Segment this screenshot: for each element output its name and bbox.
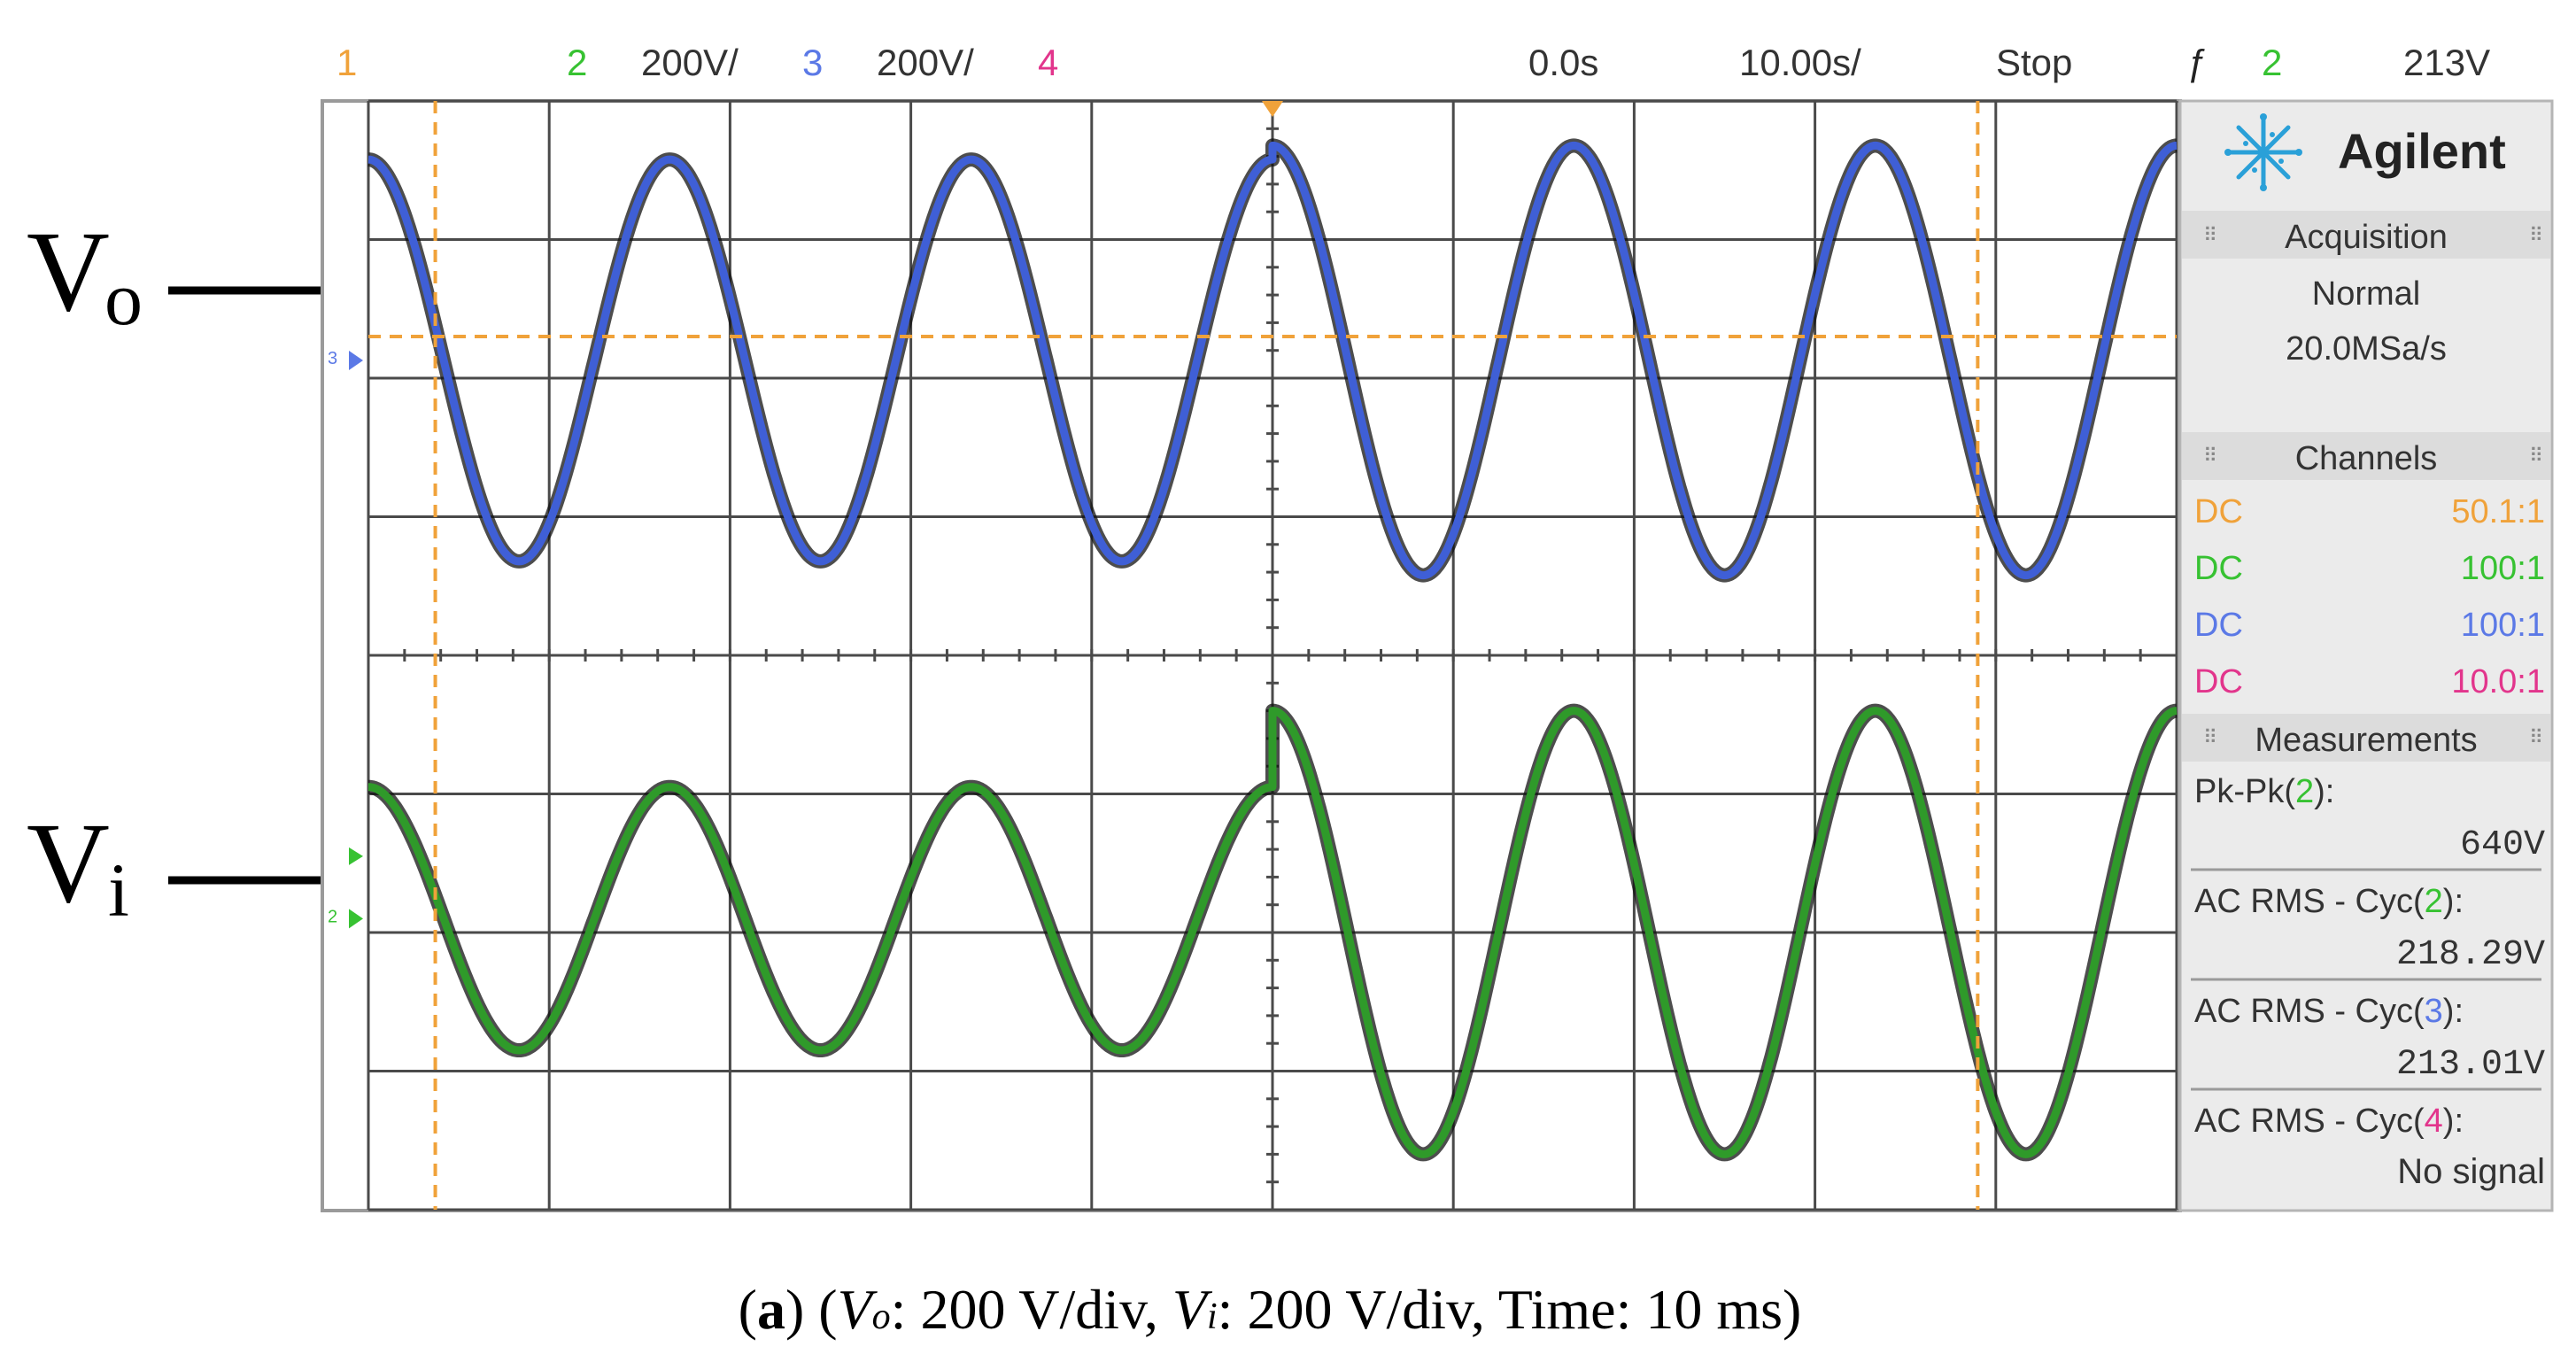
vi-label-sub: i: [108, 847, 129, 933]
measurement-row[interactable]: AC RMS - Cyc(2): 218.29V: [2191, 868, 2545, 975]
caption-part: : 200 V/div, Time: 10 ms): [1218, 1278, 1802, 1341]
channel-coupling: DC: [2194, 607, 2243, 644]
time-scale: 10.00s/: [1739, 42, 1861, 83]
ch3-scale: 200V/: [877, 42, 974, 83]
brand-name: Agilent: [2338, 123, 2506, 179]
scope-screen: 32: [321, 99, 2183, 1212]
waveform-traces: [362, 138, 2183, 1162]
measurement-label: Pk-Pk(2):: [2194, 773, 2334, 810]
measurement-row[interactable]: Pk-Pk(2): 640V: [2194, 773, 2545, 865]
channel-row[interactable]: DC 100:1: [2194, 550, 2545, 587]
grip-icon: ⠿: [2203, 224, 2217, 246]
channel-coupling: DC: [2194, 663, 2243, 700]
grip-icon: ⠿: [2529, 224, 2543, 246]
acquisition-mode: Normal: [2312, 275, 2420, 313]
ground-marker-label: 3: [328, 349, 337, 368]
vi-label: V i: [27, 800, 129, 933]
channel-ratio: 10.0:1: [2451, 663, 2545, 700]
measurement-label: AC RMS - Cyc(4):: [2194, 1103, 2464, 1140]
ground-marker-label: 2: [328, 907, 337, 926]
vi-label-main: V: [27, 800, 110, 927]
ch2-scale: 200V/: [641, 42, 739, 83]
trigger-slope-icon: ƒ: [2187, 42, 2208, 83]
measurement-value: 213.01V: [2396, 1045, 2545, 1085]
vo-label-main: V: [27, 208, 110, 336]
acquisition-title[interactable]: Acquisition: [2285, 219, 2448, 256]
ch1-indicator[interactable]: 1: [337, 42, 357, 83]
ch4-indicator[interactable]: 4: [1038, 42, 1058, 83]
grip-icon: ⠿: [2203, 726, 2217, 748]
caption-vo: V: [838, 1278, 878, 1341]
measurement-value: 640V: [2460, 825, 2545, 865]
ch3-indicator[interactable]: 3: [802, 42, 823, 83]
channel-coupling: DC: [2194, 493, 2243, 530]
scope-header: 1 2 200V/ 3 200V/ 4 0.0s 10.00s/ Stop ƒ …: [337, 42, 2490, 83]
channel-list: DC 50.1:1 DC 100:1 DC 100:1 DC 10.0:1: [2194, 493, 2545, 700]
grip-icon: ⠿: [2203, 445, 2217, 467]
channels-title[interactable]: Channels: [2295, 440, 2438, 477]
trace-vo: [366, 141, 2179, 580]
time-offset: 0.0s: [1528, 42, 1598, 83]
caption-letter: a: [757, 1278, 785, 1341]
measurement-value: 218.29V: [2396, 935, 2545, 975]
channel-row[interactable]: DC 50.1:1: [2194, 493, 2545, 530]
measurement-row[interactable]: AC RMS - Cyc(4): No signal: [2191, 1087, 2545, 1191]
figure-caption: (a) (Vo: 200 V/div, Vi: 200 V/div, Time:…: [739, 1278, 1802, 1341]
caption-vo-sub: o: [872, 1296, 891, 1337]
caption-part: ) (: [785, 1278, 838, 1341]
trigger-level: 213V: [2403, 42, 2490, 83]
acquisition-rate: 20.0MSa/s: [2286, 330, 2447, 368]
agilent-logo-icon: [2224, 113, 2302, 191]
ch2-indicator[interactable]: 2: [567, 42, 587, 83]
caption-part: : 200 V/div,: [891, 1278, 1172, 1341]
ground-marker-ch3[interactable]: 3: [328, 349, 363, 370]
channel-row[interactable]: DC 10.0:1: [2194, 663, 2545, 700]
measurement-value: No signal: [2397, 1152, 2545, 1191]
side-panel: Agilent ⠿ ⠿ Acquisition Normal 20.0MSa/s…: [2178, 99, 2554, 1212]
measurement-label: AC RMS - Cyc(2):: [2194, 883, 2464, 920]
trigger-channel: 2: [2262, 42, 2282, 83]
channel-ratio: 100:1: [2461, 550, 2545, 587]
measurements-title[interactable]: Measurements: [2255, 722, 2477, 759]
measurement-label: AC RMS - Cyc(3):: [2194, 993, 2464, 1030]
vo-label: V o: [27, 208, 143, 341]
grip-icon: ⠿: [2529, 726, 2543, 748]
grip-icon: ⠿: [2529, 445, 2543, 467]
channel-ratio: 100:1: [2461, 607, 2545, 644]
caption-vi-sub: i: [1207, 1296, 1218, 1337]
trigger-level-icon[interactable]: [349, 847, 363, 865]
channel-coupling: DC: [2194, 550, 2243, 587]
run-state[interactable]: Stop: [1996, 42, 2072, 83]
vo-label-sub: o: [104, 256, 143, 341]
trace-vi: [366, 707, 2179, 1158]
channel-markers: 32: [328, 101, 2177, 1210]
channel-ratio: 50.1:1: [2451, 493, 2545, 530]
measurement-row[interactable]: AC RMS - Cyc(3): 213.01V: [2191, 978, 2545, 1085]
channel-row[interactable]: DC 100:1: [2194, 607, 2545, 644]
ground-marker-ch2[interactable]: 2: [328, 907, 363, 929]
caption-part: (: [739, 1278, 757, 1341]
caption-vi: V: [1172, 1278, 1213, 1341]
